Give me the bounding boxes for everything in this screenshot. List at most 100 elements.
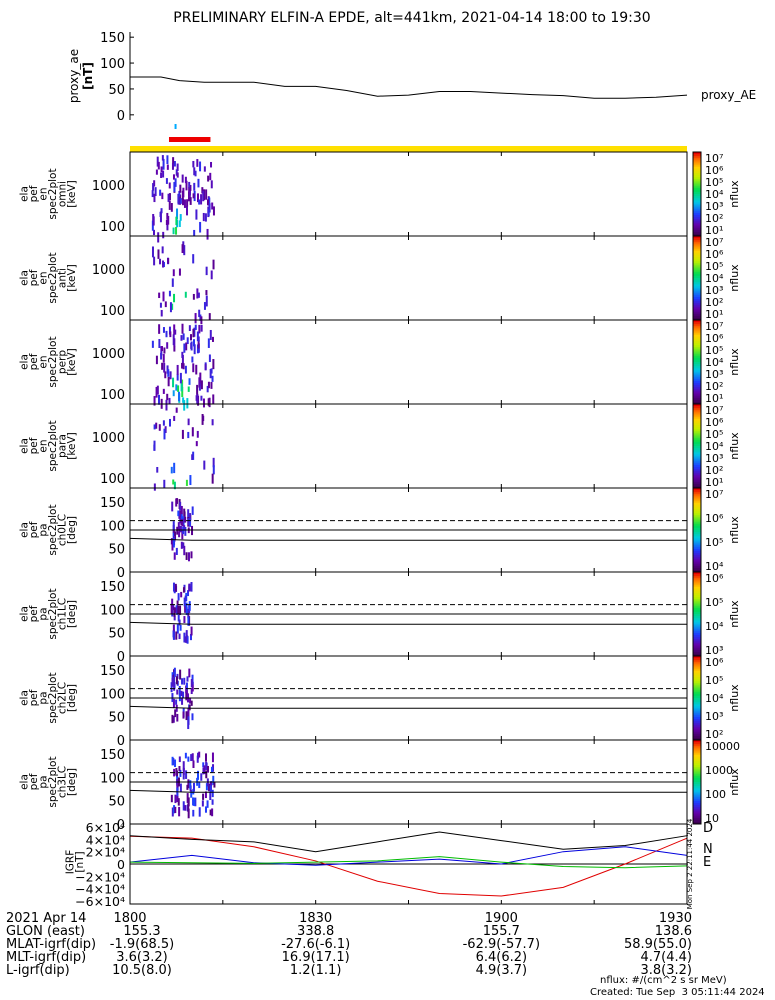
colorbar-segment xyxy=(693,494,701,497)
loss-cone-line xyxy=(129,621,687,625)
spectrogram-pixel xyxy=(182,198,185,206)
colorbar-segment xyxy=(693,280,701,283)
spectrogram-pixel xyxy=(193,344,196,355)
spec-ylabel-4: perp xyxy=(56,350,68,374)
spectrogram-pixel xyxy=(176,364,179,375)
pa-y-tick-label: 100 xyxy=(100,771,125,786)
spectrogram-pixel xyxy=(153,424,156,430)
pitch-angle-pixel xyxy=(189,513,192,520)
colorbar-segment xyxy=(693,792,701,796)
pitch-angle-pixel xyxy=(173,667,176,678)
pitch-angle-pixel xyxy=(183,616,186,624)
pitch-angle-pixel xyxy=(184,805,187,811)
colorbar-segment xyxy=(693,427,701,430)
pitch-angle-pixel xyxy=(187,808,190,819)
spectrogram-pixel xyxy=(198,309,201,318)
spectrogram-pixel xyxy=(162,420,165,426)
pitch-angle-pixel xyxy=(172,604,175,611)
colorbar-segment xyxy=(693,473,701,476)
pa-ylabel-5: [deg] xyxy=(66,684,78,712)
spectrogram-panel-0: 1000100elapefenspec2plotomni[keV]10⁷10⁶1… xyxy=(18,151,741,243)
pitch-angle-pixel xyxy=(192,797,195,806)
colorbar-segment xyxy=(693,173,701,176)
spec-ylabel-2: en xyxy=(37,271,49,284)
colorbar-tick-label: 10⁵ xyxy=(705,674,723,687)
spectrogram-pixel xyxy=(166,342,169,349)
colorbar-segment xyxy=(693,786,701,789)
loss-cone-line xyxy=(129,705,687,709)
igrf-legend-e: E xyxy=(703,855,711,870)
pitch-angle-pixel xyxy=(182,761,185,771)
proxy-y-tick-label: 100 xyxy=(100,57,125,72)
spectrogram-pixel xyxy=(206,228,209,240)
spectrogram-pixel xyxy=(164,301,167,308)
colorbar-segment xyxy=(693,227,701,231)
spectrogram-pixel xyxy=(159,211,162,223)
pa-ylabel-3: spec2plot xyxy=(47,588,59,639)
pitch-angle-pixel xyxy=(184,636,187,643)
spectrogram-pixel xyxy=(172,227,175,235)
colorbar-segment xyxy=(693,464,701,468)
ephemeris-value: 58.9(55.0) xyxy=(624,937,692,952)
spectrogram-pixel xyxy=(160,208,163,214)
colorbar-segment xyxy=(693,790,701,793)
colorbar-segment xyxy=(693,160,701,163)
colorbar-segment xyxy=(693,443,701,447)
colorbar-segment xyxy=(693,546,701,550)
pitch-angle-pixel xyxy=(179,669,182,680)
igrf-series-line-3 xyxy=(129,831,688,853)
spec-ylabel-2: en xyxy=(37,187,49,200)
pitch-angle-pixel xyxy=(172,698,175,708)
pitch-angle-pixel xyxy=(176,787,179,794)
colorbar-segment xyxy=(693,374,701,378)
pa-ylabel-4: ch3LC xyxy=(56,766,68,798)
pitch-angle-pixel xyxy=(181,697,184,705)
igrf-series-line-0 xyxy=(129,835,688,897)
colorbar-segment xyxy=(693,710,701,714)
spectrogram-pixel xyxy=(176,208,179,220)
spectrogram-pixel xyxy=(163,428,166,440)
created-stamp: Created: Tue Sep 3 05:11:44 2024 xyxy=(590,987,765,998)
pitch-angle-pixel xyxy=(188,668,191,678)
igrf-y-tick-label: 6×10⁴ xyxy=(86,820,125,835)
spectrogram-pixel xyxy=(183,400,186,411)
spectrogram-pixel xyxy=(205,295,208,307)
colorbar-segment xyxy=(693,406,701,409)
pitch-angle-pixel xyxy=(206,800,209,808)
colorbar-segment xyxy=(693,471,701,474)
spectrogram-pixel xyxy=(181,351,184,358)
colorbar-segment xyxy=(693,324,701,327)
spectrogram-pixel xyxy=(208,397,211,408)
colorbar-segment xyxy=(693,431,701,434)
colorbar-segment xyxy=(693,198,701,201)
colorbar-tick-label: 10 xyxy=(705,812,719,825)
spectrogram-pixel xyxy=(162,327,165,333)
colorbar-segment xyxy=(693,660,701,663)
spectrogram-pixel xyxy=(153,483,156,491)
ephemeris-value: -27.6(-6.1) xyxy=(281,937,350,952)
colorbar-segment xyxy=(693,366,701,369)
spectrogram-pixel xyxy=(197,292,200,298)
colorbar-tick-label: 10000 xyxy=(705,740,740,753)
colorbar-segment xyxy=(693,233,701,237)
colorbar-segment xyxy=(693,412,701,415)
colorbar-segment xyxy=(693,265,701,268)
pitch-angle-pixel xyxy=(205,783,208,791)
colorbar-segment xyxy=(693,462,701,466)
pa-y-tick-label: 150 xyxy=(100,748,125,763)
pitch-angle-pixel xyxy=(180,691,183,697)
colorbar-label: nflux xyxy=(728,432,741,460)
pitch-angle-pixel xyxy=(176,600,179,608)
colorbar-segment xyxy=(693,353,701,357)
colorbar-segment xyxy=(693,439,701,443)
colorbar-segment xyxy=(693,635,701,638)
colorbar-segment xyxy=(693,364,701,367)
pitch-angle-pixel xyxy=(185,711,188,721)
pitch-angle-pixel xyxy=(176,689,179,695)
spectrogram-pixel xyxy=(181,429,184,439)
pitch-angle-pixel xyxy=(209,809,212,816)
spectrogram-pixel xyxy=(178,220,181,227)
colorbar-segment xyxy=(693,357,701,361)
colorbar-segment xyxy=(693,664,701,667)
colorbar-segment xyxy=(693,773,701,777)
